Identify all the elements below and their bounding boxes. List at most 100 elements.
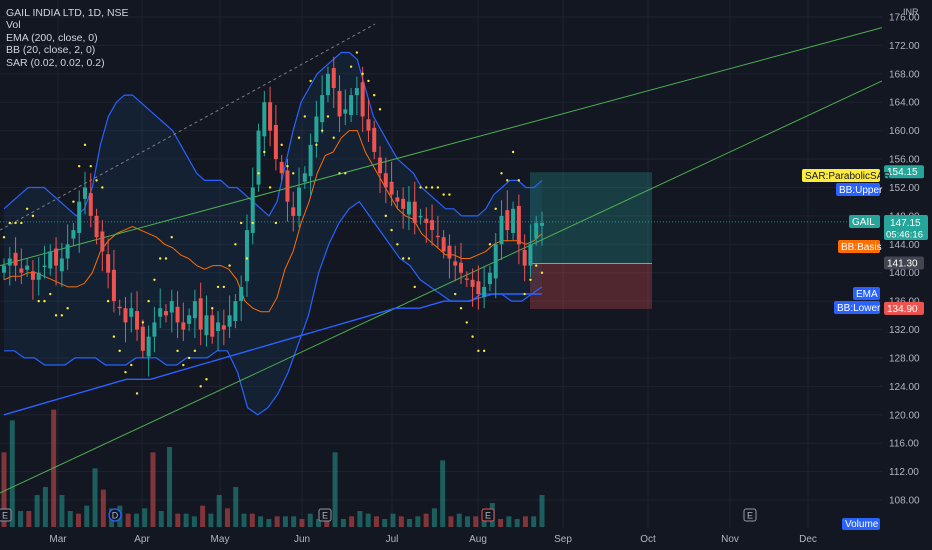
time-tick-label: Aug bbox=[469, 534, 487, 545]
volume-bar bbox=[398, 516, 404, 527]
candle-body bbox=[435, 235, 440, 238]
sar-dot bbox=[43, 299, 46, 303]
time-tick-label: Apr bbox=[134, 534, 150, 545]
sar-dot bbox=[170, 235, 173, 239]
legend-volume[interactable]: Vol bbox=[6, 19, 21, 32]
sar-dot bbox=[511, 150, 515, 154]
candle-body bbox=[94, 215, 99, 238]
volume-bar bbox=[158, 511, 164, 527]
sar-dot bbox=[239, 221, 243, 225]
candle-body bbox=[233, 301, 238, 322]
profit-zone bbox=[530, 172, 652, 264]
svg-text:E: E bbox=[747, 511, 753, 521]
legend-sar[interactable]: SAR (0.02, 0.02, 0.2) bbox=[6, 56, 105, 69]
svg-text:154.15: 154.15 bbox=[887, 167, 918, 178]
currency-label: INR bbox=[903, 7, 919, 17]
price-tick-label: 124.00 bbox=[889, 382, 920, 393]
volume-bar bbox=[67, 511, 73, 527]
sar-dot bbox=[216, 285, 220, 289]
time-axis[interactable]: Mar Apr May Jun Jul Aug Sep Oct Nov Dec bbox=[0, 528, 932, 550]
candle-body bbox=[158, 308, 163, 317]
price-tick-label: 152.00 bbox=[889, 183, 920, 194]
legend-title[interactable]: GAIL INDIA LTD, 1D, NSE bbox=[6, 7, 129, 19]
svg-text:Volume: Volume bbox=[845, 519, 879, 530]
volume-bar bbox=[216, 495, 222, 527]
trend-channel[interactable] bbox=[0, 23, 883, 494]
price-tick-label: 160.00 bbox=[889, 126, 920, 137]
time-tick-label: Dec bbox=[799, 534, 817, 545]
sar-dot bbox=[292, 172, 295, 175]
volume-bar bbox=[208, 513, 214, 527]
svg-text:BB:Lower: BB:Lower bbox=[837, 303, 881, 314]
sar-dot bbox=[506, 179, 509, 182]
event-marker: E bbox=[481, 508, 495, 522]
sar-dot bbox=[448, 193, 451, 196]
price-tick-label: 172.00 bbox=[889, 41, 920, 52]
sar-dot bbox=[494, 207, 497, 210]
sar-dot bbox=[257, 172, 260, 175]
candle-body bbox=[100, 231, 105, 252]
candle-body bbox=[169, 301, 174, 313]
legend-ema[interactable]: EMA (200, close, 0) bbox=[6, 31, 98, 44]
volume-bar bbox=[100, 489, 106, 527]
sar-dot bbox=[118, 349, 121, 353]
sar-dot bbox=[158, 257, 162, 260]
volume-bar bbox=[26, 511, 32, 527]
volume-bar bbox=[448, 516, 454, 527]
candle-body bbox=[320, 95, 325, 123]
price-tick-label: 144.00 bbox=[889, 240, 920, 251]
svg-text:134.90: 134.90 bbox=[887, 304, 918, 315]
sar-dot bbox=[401, 257, 405, 260]
candle-body bbox=[412, 201, 417, 223]
sar-dot bbox=[268, 186, 272, 189]
volume-bar bbox=[9, 420, 15, 527]
price-tick-label: 132.00 bbox=[889, 325, 920, 336]
channel-lower-line bbox=[0, 80, 883, 494]
candle-body bbox=[378, 157, 383, 174]
sar-dot bbox=[413, 285, 416, 289]
candle-body bbox=[493, 244, 498, 279]
event-marker: D bbox=[108, 508, 122, 522]
candle-body bbox=[77, 201, 82, 233]
candle-body bbox=[383, 173, 388, 188]
sar-dot bbox=[500, 172, 503, 175]
candle-body bbox=[42, 265, 47, 268]
candle-body bbox=[54, 248, 59, 266]
legend-bb[interactable]: BB (20, close, 2, 0) bbox=[6, 44, 96, 57]
candle-body bbox=[7, 258, 12, 266]
svg-text:GAIL: GAIL bbox=[852, 217, 875, 228]
sar-dot bbox=[419, 186, 422, 189]
time-tick-label: Oct bbox=[640, 534, 656, 545]
candle-body bbox=[262, 102, 267, 137]
sar-dot bbox=[332, 136, 335, 139]
price-tick-label: 116.00 bbox=[889, 439, 919, 450]
volume-bar bbox=[332, 452, 338, 527]
event-marker: E bbox=[0, 508, 12, 522]
volume-bar bbox=[241, 513, 247, 527]
candle-body bbox=[71, 230, 76, 239]
candle-body bbox=[516, 205, 521, 245]
sar-dot bbox=[280, 143, 283, 147]
sar-dot bbox=[529, 278, 532, 282]
candle-body bbox=[406, 201, 411, 215]
candle-body bbox=[88, 193, 93, 216]
event-marker: E bbox=[318, 508, 332, 522]
long-position-tool[interactable] bbox=[0, 172, 882, 309]
price-tick-label: 120.00 bbox=[889, 410, 920, 421]
price-axis[interactable]: 108.00 112.00 116.00 120.00 124.00 128.00 132.… bbox=[882, 0, 932, 550]
sar-dot bbox=[430, 186, 434, 189]
volume-bar bbox=[34, 495, 40, 527]
candle-body bbox=[146, 336, 151, 357]
price-tick-label: 168.00 bbox=[889, 69, 920, 80]
candle-body bbox=[30, 271, 35, 280]
candle-body bbox=[198, 298, 203, 330]
candle-body bbox=[459, 262, 464, 273]
sar-dot bbox=[407, 257, 411, 260]
candle-body bbox=[135, 311, 140, 330]
candle-body bbox=[314, 116, 319, 143]
time-tick-label: Mar bbox=[49, 534, 67, 545]
volume-bar bbox=[498, 519, 504, 527]
candle-body bbox=[140, 326, 145, 351]
